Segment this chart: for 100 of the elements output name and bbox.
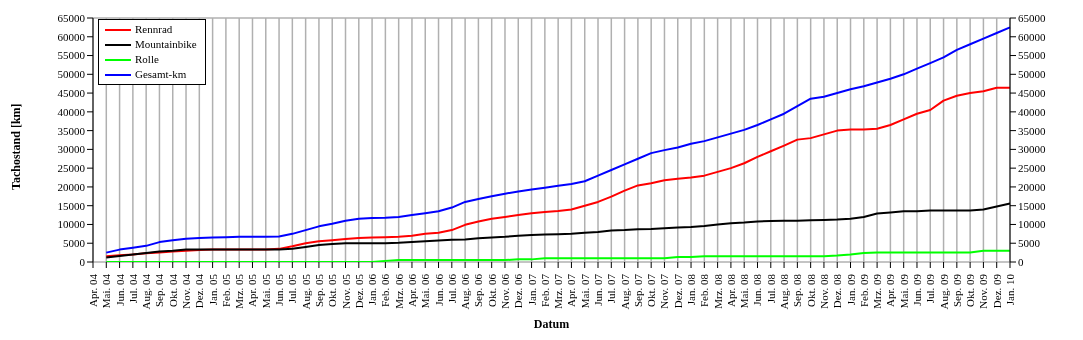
x-tick-label: Apr. 06 bbox=[405, 273, 418, 307]
line-series bbox=[105, 249, 1011, 262]
y-tick-label: 65000 bbox=[57, 11, 86, 24]
x-tick-label: Sep. 07 bbox=[631, 273, 644, 307]
x-tick-label: Mai. 09 bbox=[897, 273, 910, 309]
y2-tick-label: 0 bbox=[1018, 255, 1024, 268]
x-tick-label: Okt. 04 bbox=[166, 273, 179, 307]
y-tick-label: 40000 bbox=[57, 105, 86, 118]
x-tick-label: Mai. 06 bbox=[419, 273, 432, 309]
y-tick-label: 35000 bbox=[57, 124, 86, 137]
y2-tick-label: 25000 bbox=[1018, 162, 1046, 175]
x-tick-label: Mrz. 08 bbox=[711, 273, 724, 309]
x-tick-label: Sep. 08 bbox=[791, 273, 804, 307]
x-axis-title: Datum bbox=[533, 317, 570, 331]
x-tick-label: Jul. 08 bbox=[764, 273, 777, 304]
line-series bbox=[105, 26, 1011, 254]
x-tick-label: Apr. 07 bbox=[565, 273, 578, 307]
y-tick-label: 55000 bbox=[57, 49, 86, 62]
y-tick-label: 25000 bbox=[57, 162, 86, 175]
x-tick-label: Jan. 05 bbox=[206, 273, 219, 306]
x-tick-label: Sep. 09 bbox=[950, 273, 963, 307]
y2-tick-label: 45000 bbox=[1018, 86, 1046, 99]
legend-label: Gesamt-km bbox=[135, 67, 187, 82]
y-tick-label: 10000 bbox=[57, 218, 86, 231]
x-tick-label: Feb. 09 bbox=[857, 273, 870, 307]
x-tick-label: Jun. 05 bbox=[273, 273, 286, 306]
y-tick-label: 45000 bbox=[57, 86, 86, 99]
x-tick-label: Dez. 07 bbox=[671, 273, 684, 309]
x-tick-label: Mrz. 09 bbox=[871, 273, 884, 309]
x-tick-label: Mai. 05 bbox=[259, 273, 272, 309]
x-tick-label: Jun. 04 bbox=[113, 273, 126, 306]
x-tick-label: Aug. 04 bbox=[140, 273, 153, 310]
y-tick-label: 50000 bbox=[57, 68, 86, 81]
x-tick-label: Aug. 09 bbox=[937, 273, 950, 310]
x-tick-label: Jun. 07 bbox=[592, 273, 605, 306]
x-tick-label: Dez. 08 bbox=[831, 273, 844, 309]
x-tick-label: Okt. 06 bbox=[485, 273, 498, 307]
y2-tick-label: 15000 bbox=[1018, 199, 1046, 212]
y-tick-label: 15000 bbox=[57, 199, 86, 212]
x-tick-label: Feb. 06 bbox=[379, 273, 392, 307]
x-tick-label: Nov. 09 bbox=[977, 273, 990, 309]
x-tick-label: Nov. 08 bbox=[817, 273, 830, 309]
y2-tick-label: 35000 bbox=[1018, 124, 1046, 137]
y2-tick-label: 30000 bbox=[1018, 143, 1046, 156]
x-tick-label: Okt. 05 bbox=[326, 273, 339, 307]
x-tick-label: Nov. 06 bbox=[498, 273, 511, 309]
x-tick-label: Nov. 07 bbox=[658, 273, 671, 309]
x-tick-label: Jan. 08 bbox=[685, 273, 698, 306]
x-tick-label: Dez. 06 bbox=[512, 273, 525, 309]
x-tick-label: Mai. 07 bbox=[578, 273, 591, 309]
y2-tick-label: 10000 bbox=[1018, 218, 1046, 231]
x-tick-label: Jan. 09 bbox=[844, 273, 857, 306]
x-tick-label: Jul. 09 bbox=[924, 273, 937, 304]
x-tick-label: Nov. 04 bbox=[180, 273, 193, 309]
x-tick-label: Jun. 08 bbox=[751, 273, 764, 306]
x-tick-label: Okt. 09 bbox=[964, 273, 977, 307]
legend-label: Rolle bbox=[135, 52, 159, 67]
y-tick-label: 20000 bbox=[57, 180, 86, 193]
x-tick-label: Apr. 08 bbox=[724, 273, 737, 307]
x-tick-label: Dez. 05 bbox=[352, 273, 365, 309]
x-tick-label: Dez. 04 bbox=[193, 273, 206, 309]
y2-tick-label: 40000 bbox=[1018, 105, 1046, 118]
x-tick-label: Mai. 08 bbox=[738, 273, 751, 309]
x-tick-label: Feb. 07 bbox=[538, 273, 551, 307]
x-tick-label: Jun. 06 bbox=[432, 273, 445, 306]
x-tick-label: Jul. 05 bbox=[286, 273, 299, 304]
legend-label: Rennrad bbox=[135, 22, 173, 37]
x-tick-label: Sep. 06 bbox=[472, 273, 485, 307]
x-tick-label: Jan. 06 bbox=[366, 273, 379, 306]
x-tick-label: Jan. 07 bbox=[525, 273, 538, 306]
x-tick-label: Mrz. 06 bbox=[392, 273, 405, 309]
y-tick-label: 60000 bbox=[57, 30, 86, 43]
y2-tick-label: 5000 bbox=[1018, 237, 1041, 250]
y2-tick-label: 65000 bbox=[1018, 11, 1046, 24]
x-tick-label: Aug. 05 bbox=[299, 273, 312, 310]
x-tick-label: Aug. 06 bbox=[459, 273, 472, 310]
x-tick-label: Aug. 07 bbox=[618, 273, 631, 310]
x-tick-label: Mai. 04 bbox=[100, 273, 113, 309]
x-tick-label: Apr. 04 bbox=[87, 273, 99, 307]
x-tick-label: Aug. 08 bbox=[778, 273, 791, 310]
y-tick-label: 5000 bbox=[63, 237, 86, 250]
x-tick-label: Okt. 08 bbox=[804, 273, 817, 307]
x-tick-label: Sep. 05 bbox=[312, 273, 325, 307]
y-tick-label: 30000 bbox=[57, 143, 86, 156]
x-tick-label: Okt. 07 bbox=[645, 273, 658, 307]
x-tick-label: Jul. 06 bbox=[445, 273, 458, 304]
y2-tick-label: 60000 bbox=[1018, 30, 1046, 43]
x-tick-label: Mrz. 05 bbox=[233, 273, 246, 309]
x-tick-label: Jul. 07 bbox=[605, 273, 618, 304]
y2-tick-label: 50000 bbox=[1018, 68, 1046, 81]
x-tick-label: Dez. 09 bbox=[990, 273, 1003, 309]
x-tick-label: Apr. 09 bbox=[884, 273, 897, 307]
x-tick-label: Sep. 04 bbox=[153, 273, 166, 307]
x-tick-label: Jul. 04 bbox=[126, 273, 139, 304]
x-tick-label: Jan. 10 bbox=[1004, 273, 1016, 306]
x-tick-label: Feb. 05 bbox=[219, 273, 232, 307]
x-tick-label: Apr. 05 bbox=[246, 273, 259, 307]
y-tick-label: 0 bbox=[79, 255, 86, 268]
y-axis-title: Tachostand [km] bbox=[9, 103, 24, 190]
x-tick-label: Jun. 09 bbox=[910, 273, 923, 306]
